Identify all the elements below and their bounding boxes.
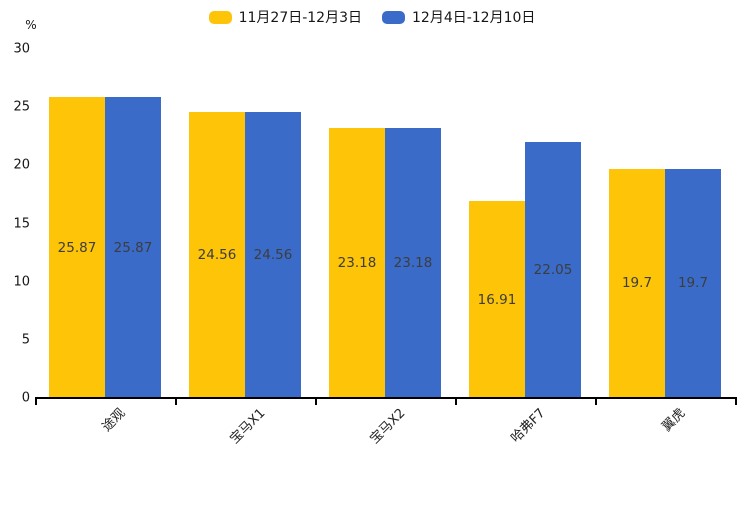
x-category-label-4: 翼虎 <box>659 405 689 435</box>
bar-group-0: 25.87 25.87 <box>35 49 175 398</box>
bar-value-label: 16.91 <box>477 291 517 308</box>
x-axis-tick <box>175 397 177 405</box>
bar-value-label: 19.7 <box>621 275 653 292</box>
bar-series1-宝马X1: 24.56 <box>245 112 301 398</box>
bar-value-label: 25.87 <box>57 239 97 256</box>
bar-series0-宝马X2: 23.18 <box>329 128 385 398</box>
bar-value-label: 24.56 <box>197 247 237 264</box>
bar-series1-宝马X2: 23.18 <box>385 128 441 398</box>
legend-swatch <box>208 10 232 24</box>
legend-swatch <box>382 10 405 24</box>
x-axis-tick <box>315 397 317 405</box>
bar-series0-途观: 25.87 <box>49 97 105 398</box>
y-tick-label: 0 <box>21 390 30 406</box>
x-category-label-1: 宝马X1 <box>227 405 269 447</box>
y-tick-label: 5 <box>21 332 30 348</box>
bar-chart: 11月27日-12月3日 12月4日-12月10日 % 0 5 10 15 20 25 30 … <box>0 5 744 447</box>
legend-label: 12月4日-12月10日 <box>412 10 536 26</box>
y-tick-label: 10 <box>13 274 30 290</box>
bar-group-2: 23.18 23.18 <box>315 49 455 398</box>
bar-series1-途观: 25.87 <box>105 97 161 398</box>
x-category-label-2: 宝马X2 <box>367 405 409 447</box>
x-axis-tick <box>455 397 457 405</box>
y-tick-label: 15 <box>13 216 30 231</box>
bar-group-1: 24.56 24.56 <box>175 49 315 398</box>
bar-series0-哈弗F7: 16.91 <box>469 201 525 398</box>
legend-item-0[interactable]: 11月27日-12月3日 <box>208 7 362 27</box>
legend-item-1[interactable]: 12月4日-12月10日 <box>382 7 535 27</box>
bar-value-label: 22.05 <box>533 261 573 278</box>
bar-value-label: 19.7 <box>677 275 709 292</box>
plot-area: 25.87 25.87 24.56 24.56 23.18 23.18 16.91 22.05… <box>35 49 735 398</box>
bar-value-label: 24.56 <box>253 247 293 264</box>
x-axis-tick <box>735 397 737 405</box>
bar-series0-宝马X1: 24.56 <box>189 112 245 398</box>
x-axis-line <box>35 397 736 399</box>
y-tick-label: 25 <box>13 99 30 115</box>
bar-series1-翼虎: 19.7 <box>665 168 721 398</box>
bar-series0-翼虎: 19.7 <box>609 168 665 398</box>
bar-value-label: 23.18 <box>337 255 377 272</box>
bar-group-4: 19.7 19.7 <box>595 49 735 398</box>
x-category-label-0: 途观 <box>99 405 129 435</box>
bar-group-3: 16.91 22.05 <box>455 49 595 398</box>
legend: 11月27日-12月3日 12月4日-12月10日 <box>0 5 744 29</box>
legend-label: 11月27日-12月3日 <box>238 10 362 26</box>
y-tick-label: 20 <box>13 157 30 173</box>
bar-value-label: 25.87 <box>113 239 153 256</box>
x-category-label-3: 哈弗F7 <box>508 405 549 446</box>
bar-value-label: 23.18 <box>393 255 433 272</box>
y-axis-unit-label: % <box>25 18 37 32</box>
bar-series1-哈弗F7: 22.05 <box>525 141 581 398</box>
y-tick-label: 30 <box>13 41 30 57</box>
x-axis-tick <box>35 397 37 405</box>
x-axis-tick <box>595 397 597 405</box>
